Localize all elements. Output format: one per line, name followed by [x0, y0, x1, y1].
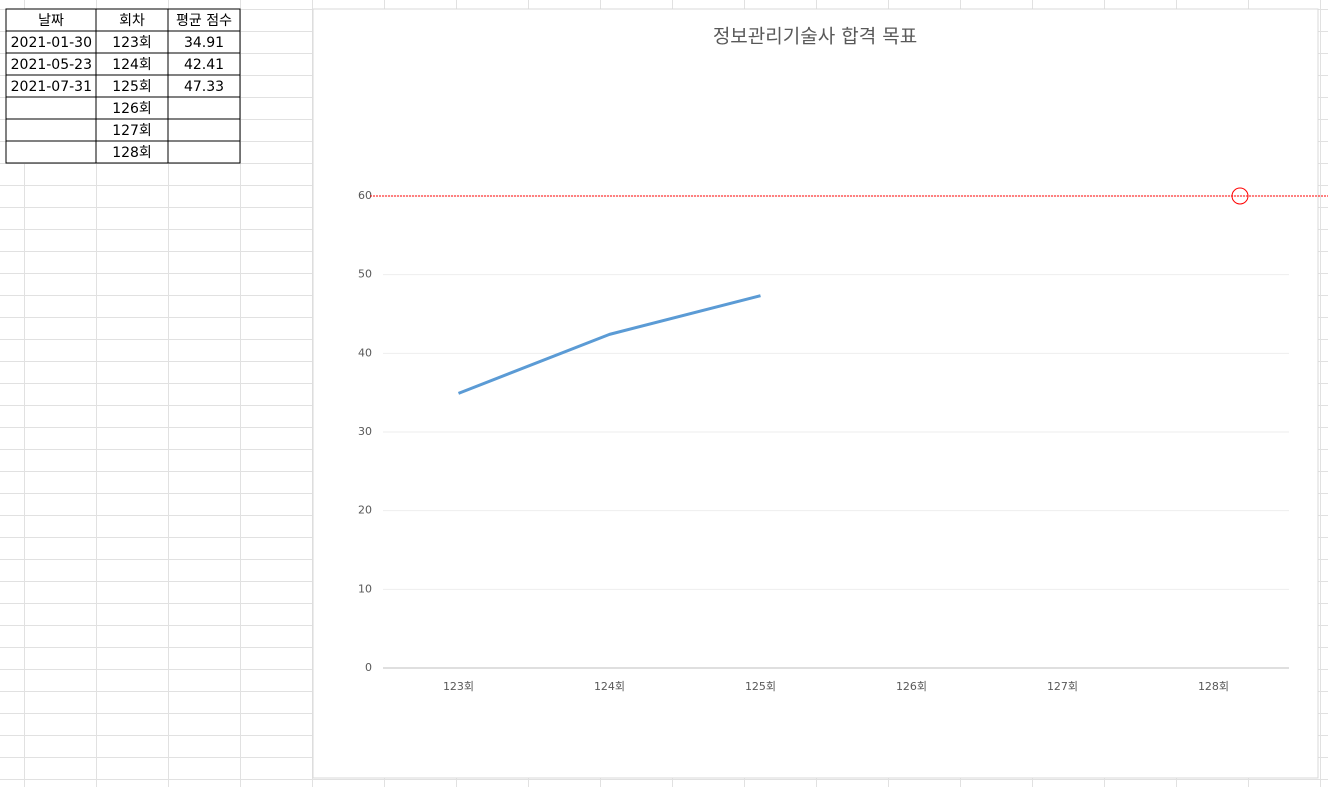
cell-text: 125회 — [112, 79, 152, 95]
table-cell — [5, 140, 97, 164]
x-tick-label: 123회 — [443, 680, 474, 693]
y-tick-label: 60 — [358, 189, 372, 202]
cell-text: 2021-05-23 — [11, 57, 92, 73]
y-tick-label: 30 — [358, 425, 372, 438]
cell-text: 34.91 — [184, 35, 224, 51]
table-cell — [5, 118, 97, 142]
x-tick-label: 128회 — [1198, 680, 1229, 693]
y-tick-label: 20 — [358, 504, 372, 517]
cell-text: 2021-07-31 — [11, 79, 92, 95]
x-tick-label: 125회 — [745, 680, 776, 693]
cell-text: 2021-01-30 — [11, 35, 92, 51]
chart-area[interactable] — [312, 8, 1319, 779]
cell-text: 126회 — [112, 101, 152, 117]
chart-title: 정보관리기술사 합격 목표 — [713, 26, 917, 48]
cell-text: 124회 — [112, 57, 152, 73]
table-cell — [167, 118, 241, 142]
series-line — [457, 294, 761, 395]
table-cell — [167, 96, 241, 120]
table-cell — [5, 96, 97, 120]
cell-text: 128회 — [112, 145, 152, 161]
cell-text: 날짜 — [38, 13, 64, 29]
x-tick-label: 124회 — [594, 680, 625, 693]
x-tick-label: 126회 — [896, 680, 927, 693]
cell-text: 47.33 — [184, 79, 224, 95]
cell-text: 42.41 — [184, 57, 224, 73]
cell-text: 123회 — [112, 35, 152, 51]
y-tick-label: 0 — [365, 661, 372, 674]
cell-text: 127회 — [112, 123, 152, 139]
cell-text: 회차 — [119, 13, 145, 29]
y-tick-label: 40 — [358, 346, 372, 359]
x-tick-label: 127회 — [1047, 680, 1078, 693]
cell-text: 평균 점수 — [176, 13, 232, 29]
y-tick-label: 50 — [358, 268, 372, 281]
target-handle — [1231, 187, 1249, 205]
table-cell — [167, 140, 241, 164]
y-tick-label: 10 — [358, 582, 372, 595]
